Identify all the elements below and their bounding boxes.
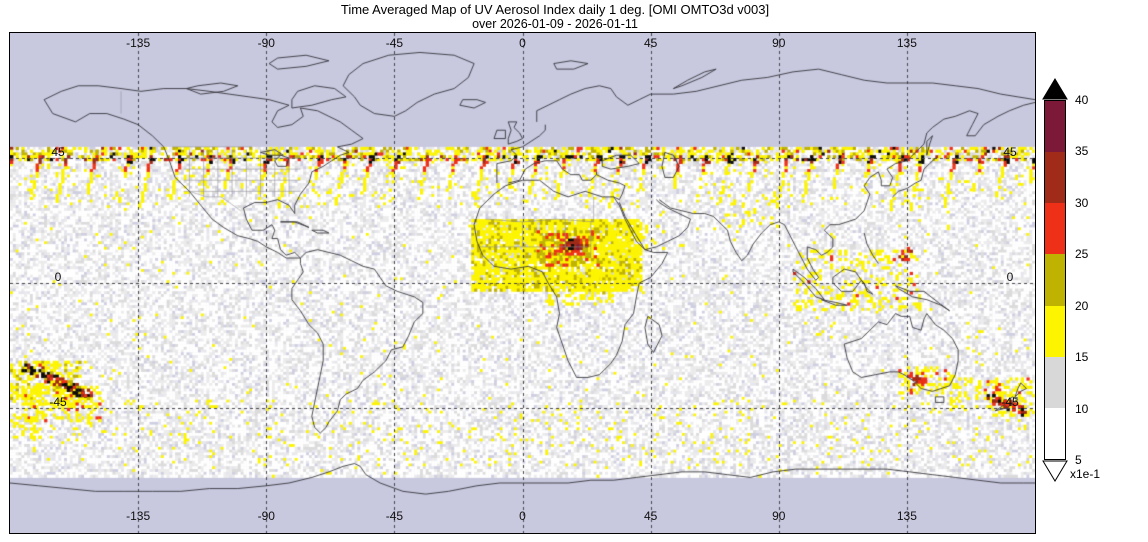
lon-tick-label-top: -135 [126,36,151,50]
colorbar-tick-label: 30 [1075,195,1089,210]
colorbar-tick-label: 40 [1075,93,1089,107]
lon-tick-label-top: -90 [257,36,275,50]
colorbar: x1e-1 40 35 30 25 20 15 10 5 [1042,78,1148,492]
lon-tick-label-top: 90 [772,36,786,50]
lat-tick-label-left: -45 [49,395,67,409]
colorbar-segment-5-10 [1045,407,1065,459]
colorbar-tick-label: 15 [1075,350,1089,365]
lat-tick-label-left: 0 [54,270,62,284]
colorbar-scale [1044,100,1066,460]
lon-tick-label-bottom: -90 [257,509,275,523]
colorbar-over-range-arrow [1042,78,1068,100]
lon-tick-label-bottom: 0 [519,509,526,523]
colorbar-tick-label: 20 [1075,298,1089,313]
plot-subtitle: over 2026-01-09 - 2026-01-11 [472,17,638,31]
colorbar-tick-label: 25 [1075,247,1089,262]
lat-tick-label-right: -45 [1001,395,1019,409]
colorbar-tick-label: 5 [1075,453,1082,467]
lon-tick-label-bottom: -45 [385,509,404,523]
lon-tick-label-bottom: 90 [772,509,786,523]
lat-tick-label-right: 0 [1006,270,1014,284]
lon-tick-label-bottom: 45 [643,509,658,523]
colorbar-tick-label: 35 [1075,144,1089,159]
colorbar-segment-35-40 [1045,101,1065,153]
plot-title: Time Averaged Map of UV Aerosol Index da… [340,2,770,17]
lon-tick-label-bottom: -135 [126,509,151,523]
lon-tick-label-top: 135 [896,36,917,50]
world-map-canvas [9,32,1036,534]
colorbar-segment-15-20 [1045,305,1065,357]
lon-tick-label-top: -45 [385,36,404,50]
colorbar-units-label: x1e-1 [1070,467,1101,481]
colorbar-segment-20-25 [1045,254,1065,306]
lon-tick-label-top: 45 [643,36,658,50]
lon-tick-label-bottom: 135 [896,509,917,523]
colorbar-tick-label: 10 [1075,401,1089,416]
lon-tick-label-top: 0 [519,36,526,50]
lat-tick-label-left: 45 [51,145,65,159]
colorbar-segment-25-30 [1045,203,1065,255]
colorbar-segment-10-15 [1045,356,1065,408]
colorbar-under-range-arrow [1042,460,1068,482]
colorbar-segment-30-35 [1045,152,1065,204]
lat-tick-label-right: 45 [1003,145,1017,159]
